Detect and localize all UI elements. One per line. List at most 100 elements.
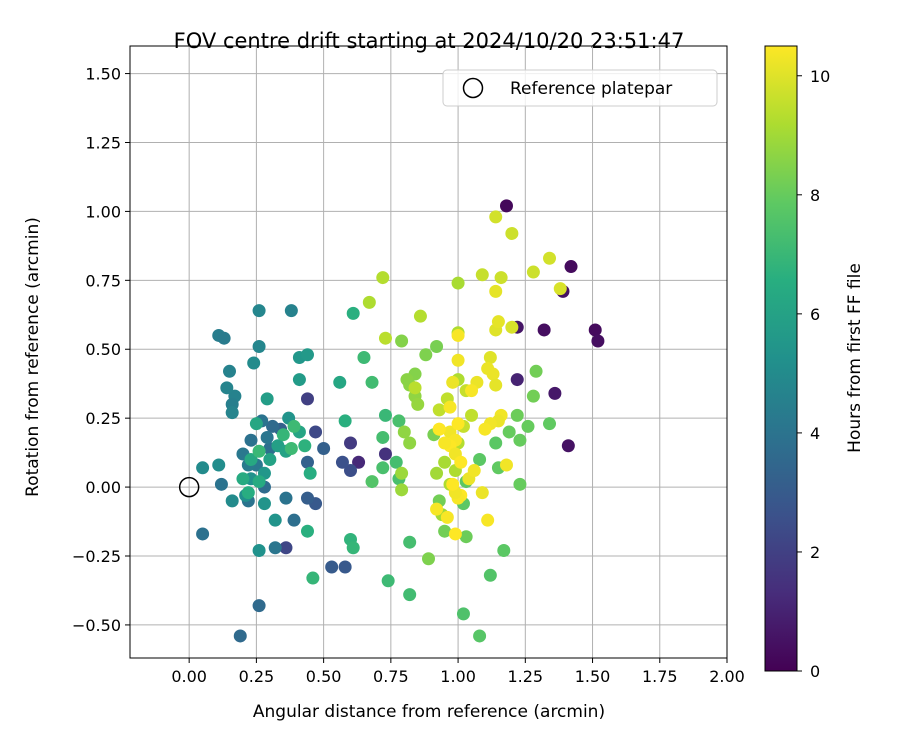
data-point [395,334,409,348]
x-tick-label: 0.75 [373,667,409,686]
x-axis-label: Angular distance from reference (arcmin) [253,702,605,722]
data-point [438,524,452,538]
data-point [486,367,500,381]
data-point [548,386,562,400]
data-point [413,309,427,323]
data-point [260,392,274,406]
x-tick-label: 0.50 [306,667,342,686]
data-point [338,560,352,574]
data-point [451,328,465,342]
legend-label: Reference platepar [510,79,672,99]
data-point [537,323,551,337]
data-point [268,513,282,527]
data-point [459,530,473,544]
data-point [223,364,236,378]
data-point [257,497,271,511]
data-point [403,436,417,450]
data-point [475,486,489,500]
data-point [395,466,409,480]
colorbar-tick-label: 2 [810,543,820,562]
data-point [489,436,503,450]
data-point [543,251,557,265]
data-point [529,364,543,378]
data-point [225,406,239,420]
data-point [252,444,266,458]
data-point [214,477,228,491]
data-point [376,271,390,285]
data-point [300,524,314,538]
data-point [430,466,444,480]
y-tick-label: 1.50 [85,65,121,84]
data-point [499,458,513,472]
data-point [489,378,503,392]
data-point [478,422,492,436]
data-point [244,453,258,467]
y-tick-label: −0.25 [72,547,121,566]
data-point [249,417,263,431]
colorbar-frame [764,45,798,672]
data-point [489,284,503,298]
data-point [284,304,298,318]
data-point [344,436,358,450]
y-axis: −0.50 −0.25 0.00 0.25 0.50 0.75 1.00 1.25 1.50 [72,65,130,635]
data-point [553,282,567,296]
data-point [505,226,519,240]
y-tick-label: 1.00 [85,202,121,221]
colorbar-tick-label: 8 [810,186,820,205]
data-point [357,351,371,365]
data-points [178,199,605,643]
data-point [446,477,460,491]
data-point [317,441,331,455]
data-point [217,331,231,345]
data-point [526,265,540,279]
data-point [397,425,411,439]
data-point [212,458,226,472]
data-point [276,428,290,442]
colorbar: 0 2 4 6 8 10 Hours from first FF file [764,45,865,681]
colorbar-ticks: 0 2 4 6 8 10 [797,67,830,681]
data-point [279,491,293,505]
data-point [378,408,392,422]
colorbar-tick-label: 6 [810,305,820,324]
data-point [300,491,314,505]
data-point [526,389,540,403]
data-point [494,271,508,285]
data-point [454,455,468,469]
data-point [499,199,513,213]
data-point [564,260,578,274]
data-point [456,607,470,621]
y-tick-label: 0.75 [85,271,121,290]
data-point [252,599,266,613]
data-point [252,543,266,557]
data-point [513,477,527,491]
data-point [403,535,417,549]
legend-box [442,69,718,107]
data-point [287,513,301,527]
colorbar-gradient [765,46,797,671]
data-point [430,339,444,353]
data-point [451,353,465,367]
data-point [505,320,519,334]
legend: Reference platepar [442,69,718,107]
x-tick-label: 0.00 [171,667,207,686]
data-point [395,483,409,497]
y-tick-label: 0.50 [85,340,121,359]
data-point [300,392,314,406]
data-point [260,430,274,444]
data-point [465,384,479,398]
data-point [303,466,317,480]
data-point [411,397,425,411]
colorbar-label: Hours from first FF file [845,263,865,453]
data-point [241,486,255,500]
data-point [338,414,352,428]
data-point [440,510,454,524]
data-point [376,430,390,444]
data-point [451,276,465,290]
data-point [365,475,379,489]
data-point [236,472,250,486]
x-tick-label: 2.00 [709,667,745,686]
data-point [263,453,277,467]
data-point [362,295,376,309]
data-point [252,339,266,353]
data-point [346,306,360,320]
